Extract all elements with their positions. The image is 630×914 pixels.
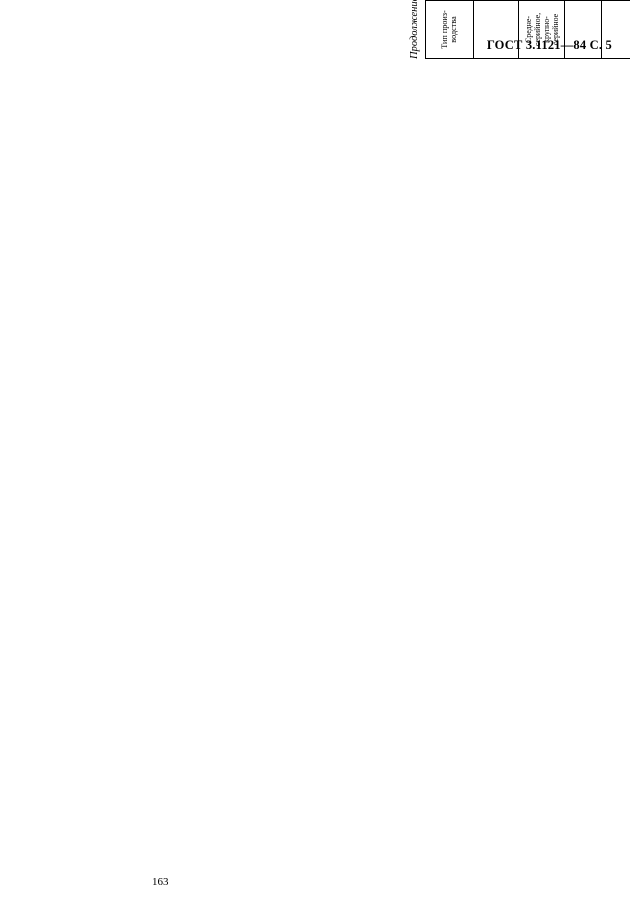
- table-header-row-1: Тип произ- водства Стадия разработки тех…: [425, 0, 473, 58]
- table-row: 9КТП выполняет роль основ-ного документа…: [600, 0, 630, 58]
- page-running-head: ГОСТ 3.1121—84 С. 5: [486, 38, 612, 52]
- header-type-proizvodstva: Тип произ- водства: [425, 0, 473, 58]
- cell-type-proizvodstva: [472, 0, 519, 58]
- table-row: 6МК выполняет роль сводно-го документа, …: [472, 0, 519, 58]
- cell-type-proizvodstva: Средне-серийное, крупно-серийное: [518, 0, 565, 58]
- gost-application-table: Тип произ- водства Стадия разработки тех…: [425, 0, 630, 59]
- continuation-caption: Продолжение табл. 1: [408, 0, 420, 59]
- page-number: 163: [152, 876, 169, 888]
- table-row: Средне-серийное, крупно-серийноеРазработ…: [518, 0, 565, 58]
- table-row: 8КТП выполняет роль основ-ного документа…: [564, 0, 601, 58]
- cell-type-proizvodstva: [600, 0, 630, 58]
- cell-type-proizvodstva: [564, 0, 601, 58]
